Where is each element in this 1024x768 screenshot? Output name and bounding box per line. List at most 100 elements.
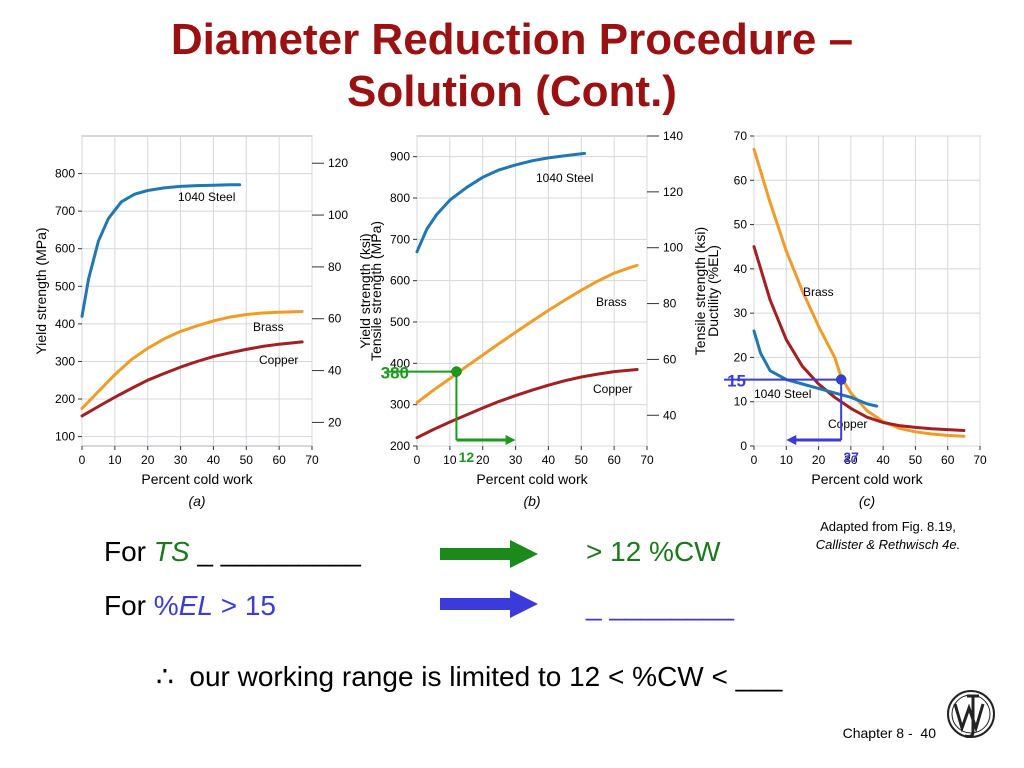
y-tick-label: 700 [390,232,410,246]
y-right-tick-label: 60 [663,352,677,366]
y-axis-label: Yield strength (MPa) [33,227,49,354]
series-line-1040-steel [80,183,242,318]
series-line-copper [415,368,639,440]
annotation-y-label: 15 [727,372,746,391]
ts-prefix: For [104,536,154,567]
y-right-axis-label: Tensile strength (ksi) [692,227,708,355]
y-tick-label: 200 [390,439,410,453]
x-tick-label: 30 [174,453,188,467]
series-label: 1040 Steel [754,387,811,401]
y-tick-label: 20 [734,350,748,364]
annotation-y-label: 380 [381,364,409,383]
y-right-axis-label: Yield strength (ksi) [357,233,373,348]
therefore-icon: ∴ [156,661,174,692]
annotation-arrowhead [786,435,797,445]
x-tick-label: 60 [941,453,955,467]
el-row: For %EL > 15 [104,590,276,622]
x-tick-label: 40 [876,453,890,467]
x-tick-label: 70 [305,453,319,467]
caption-line-1: Adapted from Fig. 8.19, [820,519,956,534]
y-tick-label: 400 [390,356,410,370]
annotation-x-label: 27 [843,449,859,465]
y-right-tick-label: 120 [663,185,683,199]
plot-area [416,135,648,447]
series-label: Copper [828,417,867,431]
caption-citation: Callister & Rethwisch 4e. [815,537,961,552]
x-tick-label: 10 [780,453,794,467]
y-tick-label: 300 [390,398,410,412]
y-tick-label: 600 [55,242,75,256]
el-condition: > 15 [212,590,276,621]
el-result: _ ________ [586,590,734,621]
y-right-tick-label: 80 [328,260,342,274]
x-tick-label: 40 [542,453,556,467]
chart-subtitle: (c) [859,493,875,509]
series-label: Copper [259,353,298,367]
footer: Chapter 8 - 40 [843,725,936,741]
x-tick-label: 50 [909,453,923,467]
x-tick-label: 0 [79,453,86,467]
ts-row: For TS _ _________ [104,536,361,568]
chart-subtitle: (b) [523,493,540,509]
y-right-tick-label: 100 [663,241,683,255]
y-tick-label: 300 [55,354,75,368]
series-line-brass [80,310,304,410]
figure-caption: Adapted from Fig. 8.19, Callister & Reth… [768,518,1008,554]
series-label: Brass [803,285,834,299]
ts-blank: _ _________ [189,536,361,567]
series-line-copper [80,340,304,418]
publisher-logo-icon [947,690,995,738]
y-tick-label: 800 [55,167,75,181]
series-label: Brass [253,320,284,334]
annotation-point [835,374,847,385]
x-tick-label: 70 [973,453,987,467]
chapter-label: Chapter 8 - [842,725,913,741]
conclusion: ∴ our working range is limited to 12 < %… [156,660,782,693]
x-tick-label: 60 [607,453,621,467]
y-axis-label: Tensile strength (MPa) [368,221,384,361]
y-tick-label: 700 [55,204,75,218]
x-tick-label: 20 [476,453,490,467]
page-number: 40 [920,725,936,741]
y-tick-label: 100 [55,430,75,444]
y-tick-label: 40 [734,262,748,276]
x-tick-label: 0 [414,453,421,467]
x-tick-label: 30 [844,453,858,467]
x-axis-label: Percent cold work [811,471,923,487]
y-tick-label: 200 [55,392,75,406]
x-tick-label: 70 [640,453,654,467]
y-right-tick-label: 40 [328,364,342,378]
ts-arrow-icon [440,540,538,568]
series-label: 1040 Steel [536,171,593,185]
x-tick-label: 40 [207,453,221,467]
y-tick-label: 400 [55,317,75,331]
slide-title: Diameter Reduction Procedure – Solution … [0,14,1024,118]
y-right-tick-label: 120 [328,156,348,170]
series-label: 1040 Steel [178,190,235,204]
conclusion-text: our working range is limited to 12 < %CW… [189,661,783,692]
y-axis-label: Ductility (%EL) [705,245,721,337]
y-tick-label: 0 [740,439,747,453]
el-variable: EL [178,590,213,621]
y-right-tick-label: 100 [328,208,348,222]
plot-area [753,135,981,447]
series-line-brass [752,147,966,438]
el-percent: % [153,590,179,621]
y-tick-label: 60 [734,173,748,187]
series-label: Brass [596,295,627,309]
el-prefix: For [104,590,154,621]
chart-subtitle: (a) [188,493,205,509]
ts-variable: TS [153,536,190,567]
el-arrow-icon [440,590,538,618]
y-tick-label: 30 [734,306,748,320]
caption-line-2: Callister & Rethwisch 4e. [768,536,1008,554]
x-tick-label: 0 [751,453,758,467]
x-tick-label: 10 [443,453,457,467]
x-tick-label: 20 [141,453,155,467]
x-tick-label: 50 [575,453,589,467]
x-tick-label: 30 [509,453,523,467]
y-tick-label: 600 [390,274,410,288]
x-tick-label: 10 [108,453,122,467]
y-tick-label: 50 [734,218,748,232]
